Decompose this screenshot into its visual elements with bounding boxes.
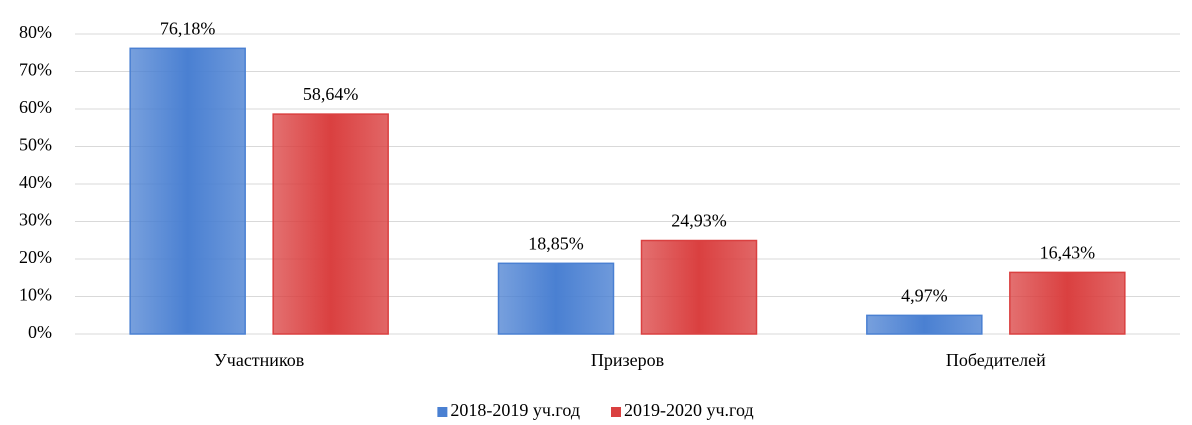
data-label: 16,43% [1040, 243, 1096, 263]
data-label: 58,64% [303, 84, 359, 104]
y-tick-label: 60% [19, 97, 52, 117]
bar [129, 47, 246, 335]
data-label: 4,97% [901, 285, 948, 305]
data-label: 76,18% [160, 18, 216, 38]
legend-label: 2018-2019 уч.год [450, 400, 580, 420]
bar [272, 113, 389, 335]
bar [640, 239, 758, 335]
y-tick-label: 50% [19, 135, 52, 155]
bar [1009, 271, 1126, 335]
y-tick-label: 80% [19, 22, 52, 42]
legend-swatch [611, 407, 621, 417]
bar [497, 262, 615, 335]
y-tick-label: 70% [19, 60, 52, 80]
legend-swatch [437, 407, 448, 417]
x-tick-label: Участников [214, 350, 304, 370]
y-tick-label: 0% [28, 322, 52, 342]
y-tick-label: 30% [19, 210, 52, 230]
legend-label: 2019-2020 уч.год [624, 400, 754, 420]
x-tick-label: Победителей [946, 350, 1046, 370]
bar [866, 314, 983, 335]
y-tick-label: 10% [19, 285, 52, 305]
y-tick-label: 20% [19, 247, 52, 267]
data-label: 24,93% [671, 211, 727, 231]
x-tick-label: Призеров [591, 350, 664, 370]
data-label: 18,85% [528, 233, 584, 253]
y-tick-label: 40% [19, 172, 52, 192]
